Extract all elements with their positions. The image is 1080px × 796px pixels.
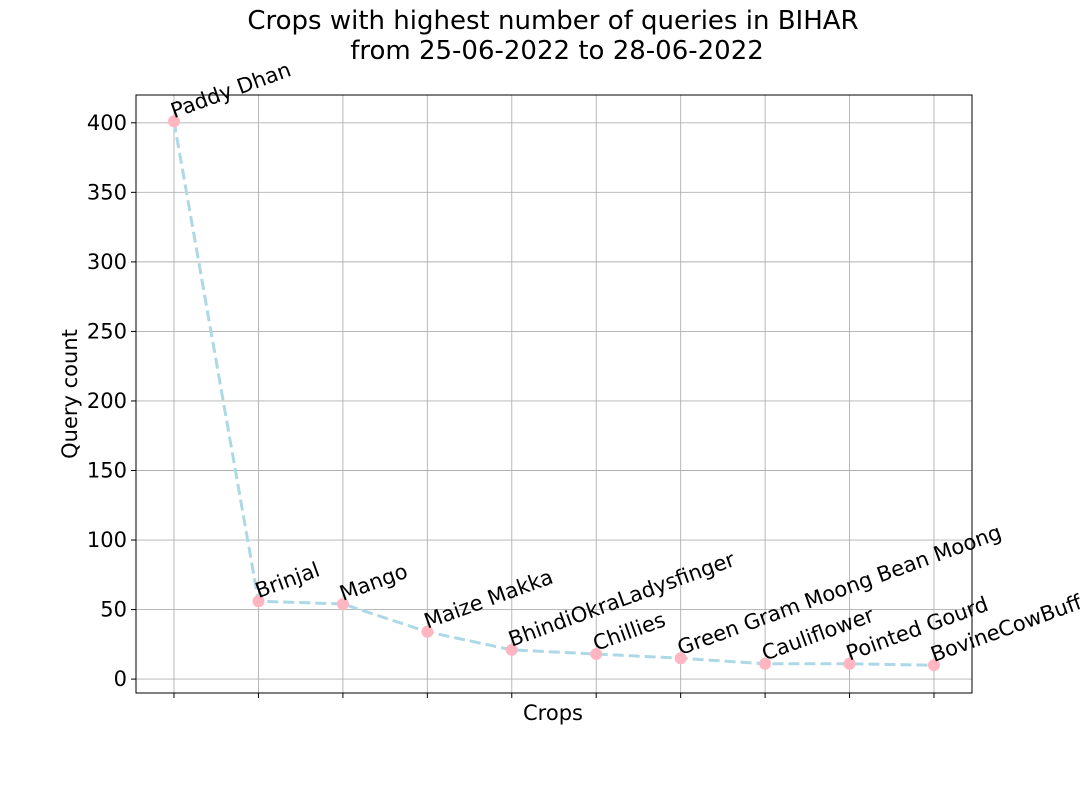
y-tick-label: 100 bbox=[87, 528, 127, 552]
y-tick-label: 400 bbox=[87, 111, 127, 135]
plot-frame bbox=[135, 94, 973, 694]
chart-title-line-1: Crops with highest number of queries in … bbox=[247, 6, 858, 36]
x-axis-label: Crops bbox=[523, 701, 583, 725]
series-line bbox=[172, 121, 935, 667]
point-label: Mango bbox=[336, 559, 410, 606]
y-axis-ticks: 0 50 100 150 200 250 300 350 400 bbox=[87, 111, 136, 691]
data-point bbox=[590, 648, 603, 661]
y-tick-label: 0 bbox=[114, 667, 127, 691]
y-axis-label: Query count bbox=[58, 329, 82, 459]
data-point bbox=[336, 597, 349, 610]
y-tick-label: 300 bbox=[87, 250, 127, 274]
data-point bbox=[759, 657, 772, 670]
point-label: Brinjal bbox=[252, 558, 323, 603]
point-label: Paddy Dhan bbox=[168, 57, 295, 123]
series-query-count bbox=[168, 115, 940, 672]
y-tick-label: 50 bbox=[100, 598, 127, 622]
y-tick-label: 250 bbox=[87, 319, 127, 343]
x-axis-ticks bbox=[173, 693, 935, 698]
data-point bbox=[505, 643, 518, 656]
y-tick-label: 150 bbox=[87, 458, 127, 482]
data-point bbox=[421, 625, 434, 638]
data-point bbox=[252, 595, 265, 608]
data-point bbox=[843, 657, 856, 670]
y-tick-label: 200 bbox=[87, 389, 127, 413]
data-point bbox=[168, 115, 180, 128]
y-tick-label: 350 bbox=[87, 180, 127, 204]
data-point bbox=[674, 652, 687, 665]
grid bbox=[136, 95, 972, 693]
chart-title-line-2: from 25-06-2022 to 28-06-2022 bbox=[350, 36, 764, 66]
data-point bbox=[928, 659, 940, 672]
